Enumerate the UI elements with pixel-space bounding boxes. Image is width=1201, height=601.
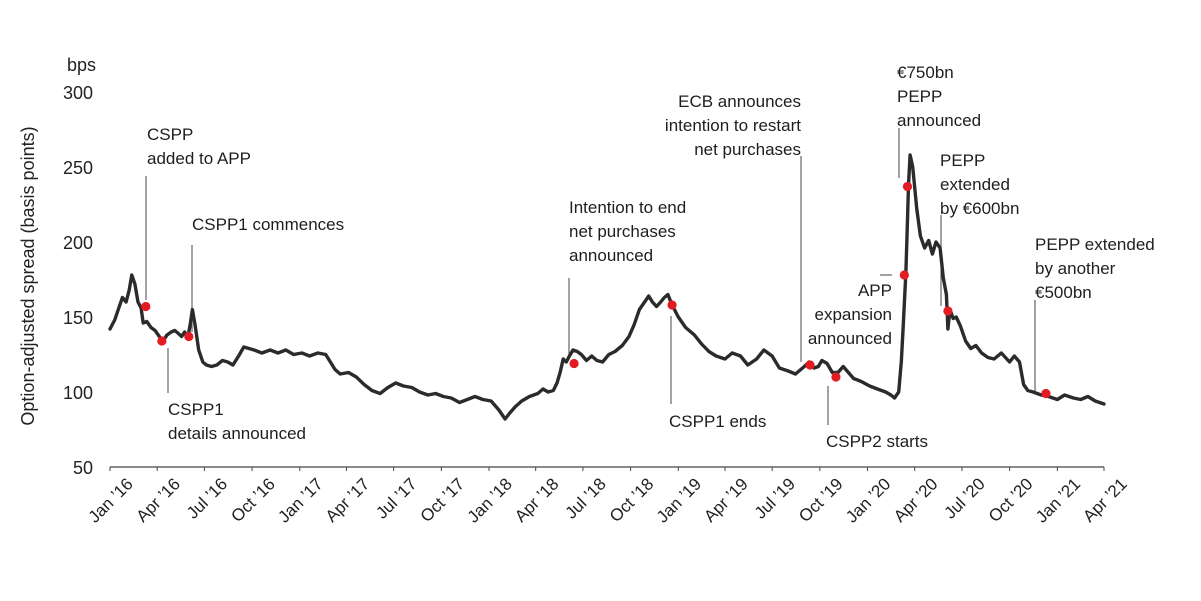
event-annotation-line: announced <box>808 329 892 348</box>
event-annotation: PEPP extended by another €500bn <box>1035 235 1155 302</box>
y-tick-label: 200 <box>63 233 93 253</box>
x-tick-label: Oct ’18 <box>606 474 658 526</box>
event-annotation-line: CSPP1 commences <box>192 215 344 234</box>
x-tick-label: Jan ’18 <box>464 474 516 526</box>
x-tick-label: Apr ’17 <box>322 474 374 526</box>
event-marker <box>902 181 913 192</box>
event-annotation-line: by €600bn <box>940 199 1019 218</box>
event-annotation: CSPP added to APP <box>147 125 251 168</box>
event-annotation: €750bn PEPP announced <box>897 63 981 130</box>
y-tick-label: 300 <box>63 83 93 103</box>
event-annotation: CSPP1 ends <box>669 412 766 431</box>
x-tick-label: Jul ’17 <box>372 474 420 522</box>
y-tick-label: 150 <box>63 308 93 328</box>
x-tick-label: Apr ’21 <box>1079 474 1131 526</box>
event-annotation-line: CSPP2 starts <box>826 432 928 451</box>
event-annotation: PEPP extended by €600bn <box>940 151 1019 218</box>
y-axis-title: Option-adjusted spread (basis points) <box>18 126 38 425</box>
y-tick-label: 50 <box>73 458 93 478</box>
event-annotation-line: PEPP <box>897 87 942 106</box>
event-annotation: CSPP1 details announced <box>168 400 306 443</box>
x-tick-label: Jan ’21 <box>1032 474 1084 526</box>
event-markers <box>141 181 1051 399</box>
event-marker <box>569 358 579 369</box>
event-annotation-line: €500bn <box>1035 283 1092 302</box>
event-marker <box>899 270 909 280</box>
y-unit-label: bps <box>67 55 96 75</box>
event-marker <box>831 372 841 382</box>
event-marker <box>1041 388 1051 399</box>
event-annotation-line: by another <box>1035 259 1116 278</box>
event-annotation: ECB announces intention to restart net pur… <box>665 92 801 159</box>
event-annotation-line: Intention to end <box>569 198 686 217</box>
event-annotation: APP expansion announced <box>808 281 892 348</box>
event-annotation-line: net purchases <box>569 222 676 241</box>
event-annotation-line: extended <box>940 175 1010 194</box>
x-tick-label: Apr ’16 <box>132 474 184 526</box>
x-tick-label: Jan ’17 <box>274 474 326 526</box>
y-tick-label: 250 <box>63 158 93 178</box>
event-marker <box>184 331 194 342</box>
event-annotation-line: added to APP <box>147 149 251 168</box>
x-tick-label: Jul ’18 <box>562 474 610 522</box>
x-tick-label: Jul ’16 <box>183 474 231 522</box>
x-tick-label: Oct ’19 <box>795 474 847 526</box>
x-tick-label: Apr ’19 <box>700 474 752 526</box>
x-tick-label: Oct ’16 <box>227 474 279 526</box>
x-tick-label: Jan ’19 <box>653 474 705 526</box>
series-line <box>108 153 1106 421</box>
x-tick-label: Jul ’19 <box>751 474 799 522</box>
event-marker <box>805 360 815 370</box>
event-annotation-line: expansion <box>814 305 892 324</box>
x-tick-label: Apr ’18 <box>511 474 563 526</box>
event-annotation-line: PEPP extended <box>1035 235 1155 254</box>
event-marker <box>667 300 677 310</box>
y-tick-label: 100 <box>63 383 93 403</box>
event-annotation: Intention to end net purchases announced <box>569 198 686 265</box>
event-annotation-line: announced <box>569 246 653 265</box>
event-annotation-line: €750bn <box>897 63 954 82</box>
event-annotation-line: PEPP <box>940 151 985 170</box>
event-annotation: CSPP2 starts <box>826 432 928 451</box>
event-marker <box>943 306 953 316</box>
event-annotation-line: CSPP <box>147 125 193 144</box>
x-tick-label: Apr ’20 <box>890 474 942 526</box>
x-tick-label: Oct ’17 <box>417 474 469 526</box>
event-annotation-line: CSPP1 <box>168 400 224 419</box>
event-annotation-line: APP <box>858 281 892 300</box>
y-axis: 50 100 150 200 250 300 <box>63 83 93 478</box>
event-annotation-line: intention to restart <box>665 116 801 135</box>
event-annotation-line: announced <box>897 111 981 130</box>
event-annotation-line: details announced <box>168 424 306 443</box>
series-group <box>108 153 1106 421</box>
event-annotation-line: CSPP1 ends <box>669 412 766 431</box>
x-tick-label: Jul ’20 <box>941 474 989 522</box>
x-tick-label: Jan ’20 <box>842 474 894 526</box>
x-tick-label: Oct ’20 <box>985 474 1037 526</box>
event-marker <box>157 336 167 346</box>
event-marker <box>141 301 151 312</box>
event-annotation: CSPP1 commences <box>192 215 344 234</box>
x-tick-label: Jan ’16 <box>85 474 137 526</box>
event-annotation-line: ECB announces <box>678 92 801 111</box>
event-annotation-line: net purchases <box>694 140 801 159</box>
